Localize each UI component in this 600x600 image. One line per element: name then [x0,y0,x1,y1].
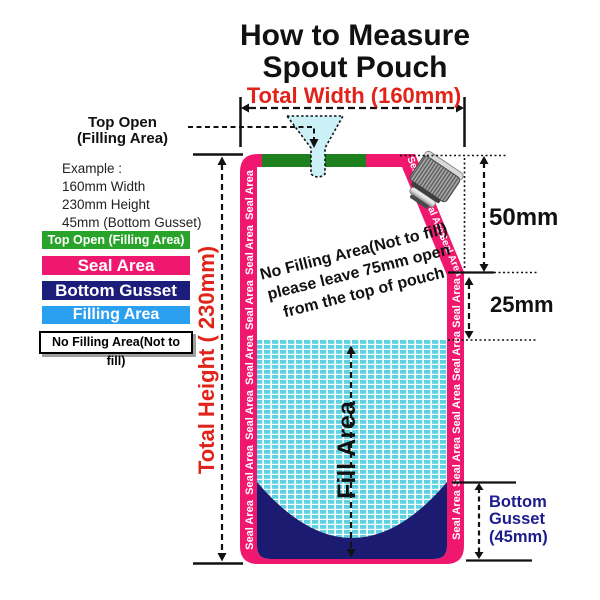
top-gap-label: 25mm [490,292,554,317]
seal-area-labels-right: Seal Area Seal Area Seal Area Seal Area … [451,277,463,540]
legend-no-filling-area: No Filling Area(Not to fill) [39,331,193,368]
legend-bottom-gusset: Bottom Gusset [42,281,190,300]
fill-area-label: Fill Area [333,401,361,499]
bottom-gusset-measure [452,481,532,562]
svg-text:Seal Area: Seal Area [451,489,463,540]
filling-area [257,340,447,538]
top-open-pointer [188,126,319,148]
svg-text:Seal Area: Seal Area [244,279,256,330]
bottom-gusset-area [257,482,447,559]
bottom-gusset-label: Bottom Gusset (45mm) [489,493,548,546]
legend-top-open: Top Open (Filling Area) [42,231,190,249]
svg-text:Seal Area: Seal Area [244,499,256,550]
top-gap-measure [448,277,538,341]
total-height-label: Total Height ( 230mm) [194,245,219,475]
svg-text:Seal Area: Seal Area [244,224,256,275]
svg-text:Seal Area: Seal Area [451,383,463,434]
total-width-arrow [239,97,466,147]
fill-area-arrow [346,345,356,558]
spout-cap [409,150,464,209]
spout-length-label: 50mm [489,204,559,231]
svg-text:Seal Area: Seal Area [244,444,256,495]
example-text: Example : 160mm Width 230mm Height 45mm … [62,161,202,231]
svg-text:Seal Area: Seal Area [244,169,256,220]
svg-text:Seal Area: Seal Area [451,330,463,381]
pouch-body: Seal Area Seal Area Seal Area Seal Area … [240,150,464,564]
funnel-icon [285,115,345,178]
svg-text:Seal Area: Seal Area [451,436,463,487]
page-title: How to Measure Spout Pouch [239,19,471,84]
svg-text:Seal Area: Seal Area [451,277,463,328]
svg-text:Seal Area: Seal Area [244,334,256,385]
svg-text:Seal Area: Seal Area [244,389,256,440]
total-width-label: Total Width (160mm) [246,83,462,108]
legend-seal-area: Seal Area [42,256,190,275]
seal-area-labels-left: Seal Area Seal Area Seal Area Seal Area … [244,169,256,550]
total-height-arrow [193,153,243,565]
top-open-label: Top Open (Filling Area) [76,114,169,148]
legend-filling-area: Filling Area [42,306,190,324]
spout-length-measure [400,154,538,274]
